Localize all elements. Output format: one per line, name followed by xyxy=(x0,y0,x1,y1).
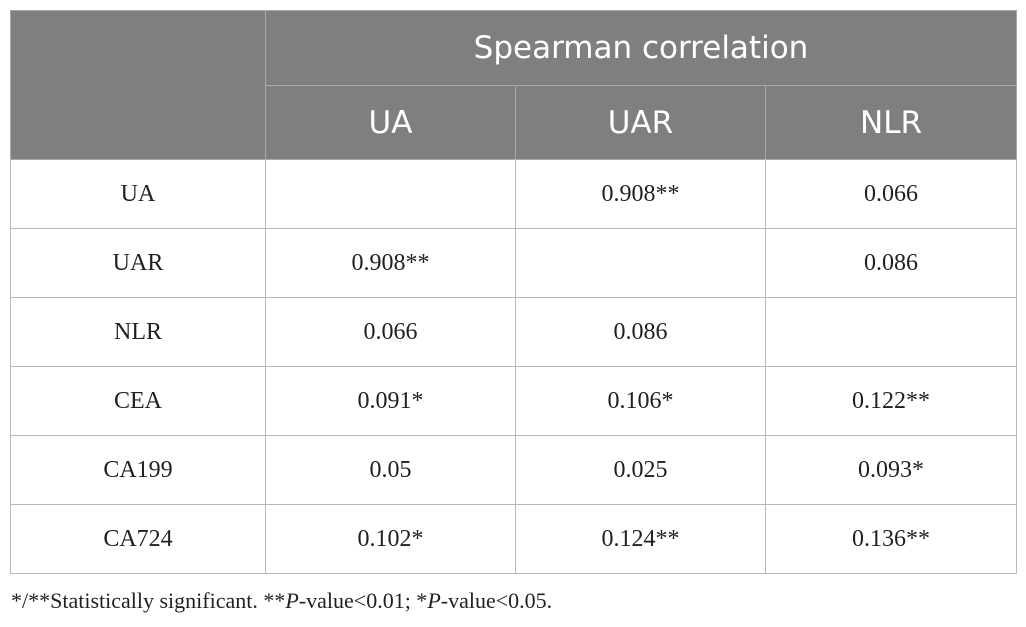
footnote-text: */**Statistically significant. ** xyxy=(11,588,286,613)
table-cell: 0.066 xyxy=(765,159,1017,229)
table-row: NLR 0.066 0.086 xyxy=(10,297,1017,367)
table-row: CEA 0.091* 0.106* 0.122** xyxy=(10,366,1017,436)
header-corner-cell xyxy=(10,10,266,160)
table-cell: 0.908** xyxy=(265,228,516,298)
row-label: CA724 xyxy=(10,504,266,574)
table-cell xyxy=(265,159,516,229)
row-label: CA199 xyxy=(10,435,266,505)
table-cell: 0.106* xyxy=(515,366,766,436)
column-header: NLR xyxy=(765,85,1017,160)
footnote-p-symbol: P xyxy=(427,588,441,613)
table-cell xyxy=(515,228,766,298)
header-row-group: Spearman correlation xyxy=(10,10,1017,160)
footnote-p-symbol: P xyxy=(285,588,299,613)
column-header: UAR xyxy=(515,85,766,160)
footnote-text: -value<0.01; * xyxy=(298,588,428,613)
row-label: NLR xyxy=(10,297,266,367)
row-label: UA xyxy=(10,159,266,229)
footnote-text: -value<0.05. xyxy=(440,588,553,613)
table-row: CA724 0.102* 0.124** 0.136** xyxy=(10,504,1017,574)
table-cell: 0.05 xyxy=(265,435,516,505)
table-row: CA199 0.05 0.025 0.093* xyxy=(10,435,1017,505)
row-label: UAR xyxy=(10,228,266,298)
header-row-columns: UA UAR NLR xyxy=(11,85,1017,160)
table-cell: 0.066 xyxy=(265,297,516,367)
table-cell xyxy=(765,297,1017,367)
table-cell: 0.136** xyxy=(765,504,1017,574)
table-row: UA 0.908** 0.066 xyxy=(10,159,1017,229)
table-cell: 0.091* xyxy=(265,366,516,436)
table-cell: 0.086 xyxy=(765,228,1017,298)
table-cell: 0.124** xyxy=(515,504,766,574)
column-header: UA xyxy=(265,85,516,160)
table-cell: 0.086 xyxy=(515,297,766,367)
table-footnote: */**Statistically significant. **P-value… xyxy=(11,588,552,614)
row-label: CEA xyxy=(10,366,266,436)
table-cell: 0.025 xyxy=(515,435,766,505)
table-cell: 0.908** xyxy=(515,159,766,229)
correlation-table: Spearman correlation UA UAR NLR UA 0.908… xyxy=(10,10,1017,574)
table-cell: 0.093* xyxy=(765,435,1017,505)
group-header: Spearman correlation xyxy=(265,10,1017,86)
table-cell: 0.102* xyxy=(265,504,516,574)
table-row: UAR 0.908** 0.086 xyxy=(10,228,1017,298)
table-cell: 0.122** xyxy=(765,366,1017,436)
